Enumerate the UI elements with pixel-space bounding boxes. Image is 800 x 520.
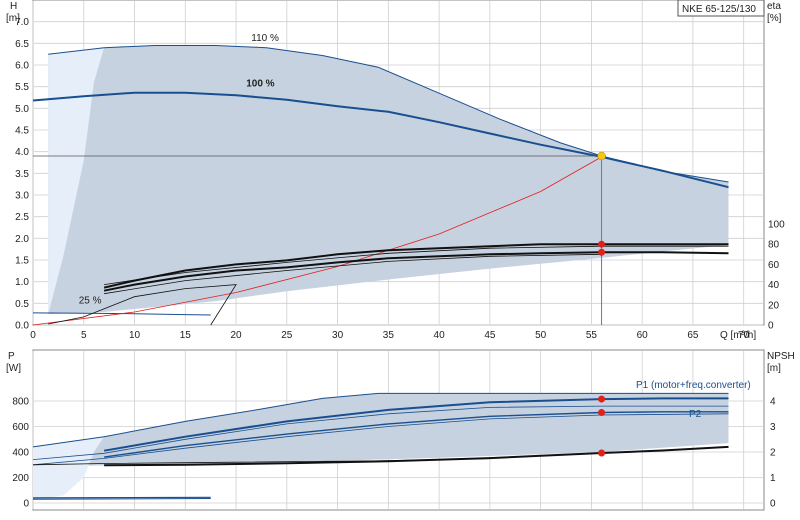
top-tick-labels: 0 5 10 15 20 25 30 35 40 45 50 55 60 65 70 0.0 0.5 1.0 1.5… bbox=[15, 17, 785, 341]
bottom-y-tick-label: 400 bbox=[12, 448, 29, 459]
bottom-envelope-area bbox=[33, 393, 729, 467]
top-y-tick-label: 5.5 bbox=[15, 82, 29, 93]
top-y2-tick-label: 0 bbox=[768, 321, 774, 332]
bottom-y2-tick-label: 1 bbox=[770, 473, 776, 484]
top-y-tick-label: 1.5 bbox=[15, 256, 29, 267]
bottom-y2-tick-label: 2 bbox=[770, 448, 776, 459]
bottom-y2-label-npsh: NPSH bbox=[767, 351, 795, 362]
bottom-y-tick-label: 600 bbox=[12, 422, 29, 433]
bottom-series-p1-110 bbox=[32, 405, 729, 460]
top-light-region bbox=[48, 47, 105, 315]
top-y-tick-label: 3.0 bbox=[15, 191, 29, 202]
p1-marker bbox=[598, 395, 606, 403]
p1-series-label: P1 (motor+freq.converter) bbox=[636, 380, 751, 391]
bottom-series-p-25-low bbox=[32, 498, 211, 500]
bottom-y-label-p: P bbox=[8, 351, 15, 362]
top-panel: 0 5 10 15 20 25 30 35 40 45 50 55 60 65 70 0.0 0.5 1.0 1.5… bbox=[6, 0, 785, 341]
bottom-y2-tick-label: 0 bbox=[770, 499, 776, 510]
x-tick-label: 55 bbox=[586, 330, 598, 341]
top-curves bbox=[32, 45, 729, 326]
model-label: NKE 65-125/130 bbox=[682, 4, 756, 15]
top-y2-tick-label: 60 bbox=[768, 260, 780, 271]
p2-series-label: P2 bbox=[689, 409, 702, 420]
x-tick-label: 10 bbox=[129, 330, 141, 341]
bottom-envelope-edge bbox=[32, 392, 729, 448]
bottom-y-tick-label: 0 bbox=[23, 499, 29, 510]
x-tick-label: 20 bbox=[230, 330, 242, 341]
bottom-y2-label-unit: [m] bbox=[767, 363, 781, 374]
top-y2-label-unit: [%] bbox=[767, 13, 782, 24]
x-tick-label: 35 bbox=[383, 330, 395, 341]
bottom-series-p1-motor-freq-converter- bbox=[103, 397, 729, 452]
x-tick-label: 25 bbox=[281, 330, 293, 341]
top-y2-tick-label: 80 bbox=[768, 240, 780, 251]
top-y-tick-label: 1.0 bbox=[15, 277, 29, 288]
top-y2-tick-label: 100 bbox=[768, 220, 785, 231]
curve-label: 100 % bbox=[246, 79, 274, 90]
bottom-curves bbox=[32, 392, 729, 500]
eta-marker bbox=[598, 248, 606, 256]
x-tick-label: 45 bbox=[484, 330, 496, 341]
top-y-tick-label: 2.5 bbox=[15, 212, 29, 223]
x-tick-label: 15 bbox=[180, 330, 192, 341]
bottom-y-tick-label: 800 bbox=[12, 397, 29, 408]
bottom-light-region bbox=[33, 436, 105, 501]
bottom-y-label-unit: [W] bbox=[6, 363, 21, 374]
top-y-tick-label: 3.5 bbox=[15, 169, 29, 180]
bottom-y2-tick-label: 4 bbox=[770, 397, 776, 408]
p2-marker bbox=[598, 408, 606, 416]
top-eta-thin bbox=[104, 253, 602, 295]
top-y-tick-label: 5.0 bbox=[15, 104, 29, 115]
x-tick-label: 30 bbox=[332, 330, 344, 341]
bottom-series-p2 bbox=[104, 411, 729, 458]
bottom-y-tick-label: 200 bbox=[12, 473, 29, 484]
top-series-system bbox=[32, 156, 602, 326]
curve-label: 110 % bbox=[251, 33, 279, 44]
top-y-tick-label: 0.5 bbox=[15, 299, 29, 310]
top-y-tick-label: 2.0 bbox=[15, 234, 29, 245]
model-label-box bbox=[677, 0, 765, 17]
top-y-tick-label: 6.5 bbox=[15, 39, 29, 50]
top-y-tick-label: 7.0 bbox=[15, 17, 29, 28]
top-series-eta-1 bbox=[48, 284, 237, 326]
top-y2-tick-label: 40 bbox=[768, 280, 780, 291]
x-tick-label: 50 bbox=[535, 330, 547, 341]
bottom-panel: 0 200 400 600 800 0 1 2 3 4 P1 (motor+freq.convert… bbox=[6, 349, 795, 511]
bottom-series-p2-110 bbox=[32, 413, 729, 466]
duty-point-marker bbox=[597, 151, 606, 161]
bottom-series-p-25 bbox=[32, 496, 211, 499]
top-y-tick-label: 4.5 bbox=[15, 126, 29, 137]
bottom-tick-labels: 0 200 400 600 800 0 1 2 3 4 P1 (motor+freq.convert… bbox=[12, 380, 776, 510]
x-tick-label: 0 bbox=[30, 330, 36, 341]
top-series-100- bbox=[32, 91, 729, 189]
top-y-tick-label: 4.0 bbox=[15, 147, 29, 158]
top-y-tick-label: 0.0 bbox=[15, 321, 29, 332]
curve-label: 25 % bbox=[79, 295, 102, 306]
npsh-marker bbox=[598, 449, 606, 457]
x-axis-label: Q [m³/h] bbox=[720, 330, 756, 341]
top-y2-tick-label: 20 bbox=[768, 300, 780, 311]
top-y2-label-eta: eta bbox=[767, 1, 781, 12]
x-tick-label: 65 bbox=[687, 330, 699, 341]
top-y-tick-label: 6.0 bbox=[15, 61, 29, 72]
x-tick-label: 70 bbox=[738, 330, 750, 341]
top-y-label-h: H bbox=[10, 1, 17, 12]
bottom-y2-tick-label: 3 bbox=[770, 422, 776, 433]
top-y-label-unit: [m] bbox=[6, 13, 20, 24]
top-series-25- bbox=[32, 312, 211, 316]
x-tick-label: 60 bbox=[637, 330, 649, 341]
x-tick-label: 40 bbox=[434, 330, 446, 341]
x-tick-label: 5 bbox=[81, 330, 87, 341]
bottom-series-npsh-2 bbox=[32, 458, 490, 466]
bottom-envelope bbox=[33, 393, 729, 501]
eta-marker bbox=[598, 240, 606, 248]
